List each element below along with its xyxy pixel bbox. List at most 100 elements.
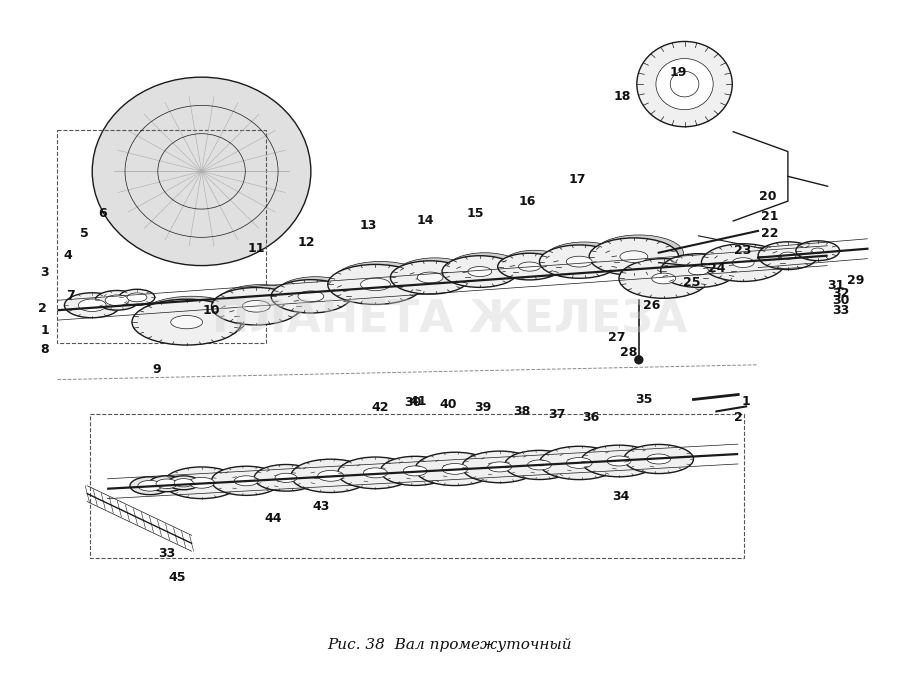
- Ellipse shape: [590, 238, 679, 275]
- Text: 21: 21: [761, 209, 778, 223]
- Ellipse shape: [442, 464, 468, 474]
- Ellipse shape: [620, 251, 648, 262]
- Text: 28: 28: [620, 347, 637, 359]
- Ellipse shape: [607, 456, 631, 466]
- Ellipse shape: [328, 264, 423, 304]
- Text: 34: 34: [612, 490, 630, 503]
- Ellipse shape: [254, 464, 318, 491]
- Ellipse shape: [95, 291, 139, 310]
- Ellipse shape: [119, 289, 155, 306]
- Ellipse shape: [364, 468, 387, 478]
- Ellipse shape: [234, 476, 258, 486]
- Ellipse shape: [291, 459, 371, 493]
- Ellipse shape: [156, 479, 177, 489]
- Ellipse shape: [418, 272, 443, 283]
- Text: 37: 37: [549, 408, 566, 421]
- Text: 9: 9: [152, 363, 161, 376]
- Ellipse shape: [167, 476, 200, 490]
- Ellipse shape: [812, 248, 824, 254]
- Ellipse shape: [652, 273, 676, 284]
- Text: 1: 1: [40, 324, 49, 336]
- Ellipse shape: [619, 258, 708, 298]
- Text: 27: 27: [608, 332, 626, 345]
- Text: 44: 44: [265, 512, 282, 525]
- Text: 35: 35: [635, 393, 652, 406]
- Ellipse shape: [670, 71, 699, 97]
- Text: 23: 23: [734, 244, 752, 257]
- Text: 18: 18: [613, 90, 631, 104]
- Ellipse shape: [391, 261, 470, 294]
- Ellipse shape: [624, 444, 694, 474]
- Ellipse shape: [333, 262, 428, 302]
- Text: 17: 17: [569, 173, 586, 186]
- Text: 39: 39: [474, 401, 491, 414]
- Ellipse shape: [78, 299, 106, 312]
- Text: 36: 36: [582, 411, 599, 424]
- Ellipse shape: [566, 256, 592, 267]
- Ellipse shape: [164, 467, 239, 499]
- Ellipse shape: [415, 452, 495, 485]
- Ellipse shape: [505, 450, 574, 479]
- Ellipse shape: [544, 242, 624, 275]
- Circle shape: [634, 356, 643, 364]
- Ellipse shape: [338, 457, 413, 489]
- Text: 33: 33: [832, 304, 850, 317]
- Ellipse shape: [701, 244, 785, 281]
- Ellipse shape: [503, 250, 566, 277]
- Ellipse shape: [780, 252, 796, 259]
- Ellipse shape: [189, 477, 214, 488]
- Text: 31: 31: [827, 279, 844, 292]
- Ellipse shape: [637, 42, 733, 127]
- Ellipse shape: [447, 253, 523, 285]
- Ellipse shape: [171, 316, 202, 329]
- Text: 30: 30: [832, 294, 850, 307]
- Ellipse shape: [733, 258, 754, 268]
- Text: 42: 42: [372, 401, 389, 414]
- Text: 6: 6: [98, 207, 106, 219]
- Ellipse shape: [217, 285, 306, 322]
- Ellipse shape: [656, 59, 713, 110]
- Text: 14: 14: [417, 215, 434, 227]
- Ellipse shape: [65, 293, 120, 318]
- Ellipse shape: [647, 454, 670, 464]
- Text: 26: 26: [644, 299, 661, 312]
- Text: 22: 22: [761, 227, 778, 240]
- Text: 15: 15: [466, 207, 483, 219]
- Text: 11: 11: [248, 242, 265, 255]
- Text: 40: 40: [439, 398, 457, 411]
- Text: 4: 4: [63, 249, 72, 262]
- Ellipse shape: [318, 470, 344, 481]
- Ellipse shape: [132, 299, 241, 345]
- Ellipse shape: [403, 466, 427, 476]
- Ellipse shape: [381, 456, 450, 485]
- Ellipse shape: [130, 477, 170, 495]
- Ellipse shape: [566, 458, 592, 468]
- Text: 32: 32: [832, 287, 850, 300]
- Ellipse shape: [174, 479, 194, 487]
- Text: 43: 43: [312, 500, 329, 513]
- Text: ПЛАНЕТА ЖЕЛЕЗА: ПЛАНЕТА ЖЕЛЕЗА: [212, 299, 688, 342]
- Text: 20: 20: [760, 190, 777, 203]
- Ellipse shape: [581, 445, 657, 476]
- Text: 33: 33: [158, 546, 176, 560]
- Ellipse shape: [138, 481, 162, 491]
- Ellipse shape: [594, 235, 683, 273]
- Ellipse shape: [298, 291, 324, 302]
- Text: 30: 30: [404, 396, 422, 409]
- Ellipse shape: [539, 446, 619, 480]
- Ellipse shape: [92, 77, 310, 266]
- Ellipse shape: [498, 253, 562, 280]
- Text: 38: 38: [513, 405, 530, 418]
- Text: 2: 2: [734, 411, 742, 424]
- Text: 12: 12: [297, 236, 315, 249]
- Ellipse shape: [527, 460, 552, 470]
- Text: 16: 16: [518, 194, 536, 208]
- Text: 41: 41: [410, 395, 427, 408]
- Text: 7: 7: [66, 289, 75, 302]
- Ellipse shape: [468, 267, 491, 277]
- Ellipse shape: [758, 242, 818, 270]
- Text: 29: 29: [847, 274, 864, 287]
- Ellipse shape: [212, 287, 301, 325]
- Text: 45: 45: [168, 571, 185, 584]
- Ellipse shape: [488, 462, 511, 472]
